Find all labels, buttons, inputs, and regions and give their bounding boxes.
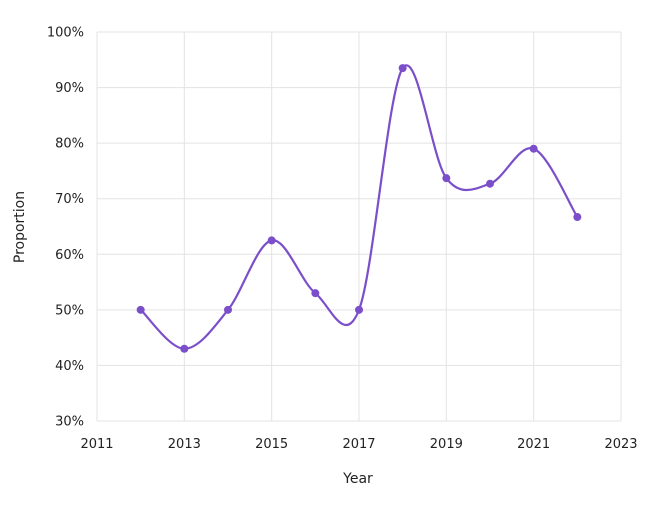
data-point-2022 <box>573 213 582 222</box>
x-tick-label: 2015 <box>255 437 288 452</box>
y-tick-label: 30% <box>55 415 84 430</box>
data-point-2020 <box>486 179 494 188</box>
data-point-2019 <box>442 174 451 183</box>
y-tick-label: 50% <box>55 303 84 318</box>
y-tick-label: 80% <box>55 137 84 152</box>
x-axis-ticks: 2011 2013 2015 2017 2019 2021 2023 <box>80 437 637 452</box>
x-tick-label: 2019 <box>430 437 463 452</box>
data-point-2021 <box>529 144 538 153</box>
y-tick-label: 60% <box>55 248 84 263</box>
y-tick-label: 40% <box>55 359 84 374</box>
y-axis-ticks: 30% 40% 50% 60% 70% 80% 90% 100% <box>47 26 84 430</box>
series <box>136 64 582 353</box>
x-tick-label: 2021 <box>517 437 550 452</box>
x-tick-label: 2013 <box>168 437 201 452</box>
data-point-2018 <box>398 64 407 73</box>
y-tick-label: 70% <box>55 192 84 207</box>
data-point-2013 <box>180 344 189 353</box>
data-point-2016 <box>311 289 320 298</box>
y-tick-label: 90% <box>55 81 84 96</box>
x-tick-label: 2011 <box>80 437 113 452</box>
data-point-2014 <box>224 305 232 314</box>
y-axis-title: Proportion <box>12 191 28 263</box>
x-axis-title: Year <box>342 471 373 487</box>
data-point-2015 <box>267 236 276 245</box>
grid <box>96 31 622 422</box>
y-tick-label: 100% <box>47 26 84 41</box>
x-tick-label: 2023 <box>604 437 637 452</box>
data-point-2012 <box>136 305 145 314</box>
data-point-2017 <box>355 305 363 314</box>
x-tick-label: 2017 <box>342 437 375 452</box>
